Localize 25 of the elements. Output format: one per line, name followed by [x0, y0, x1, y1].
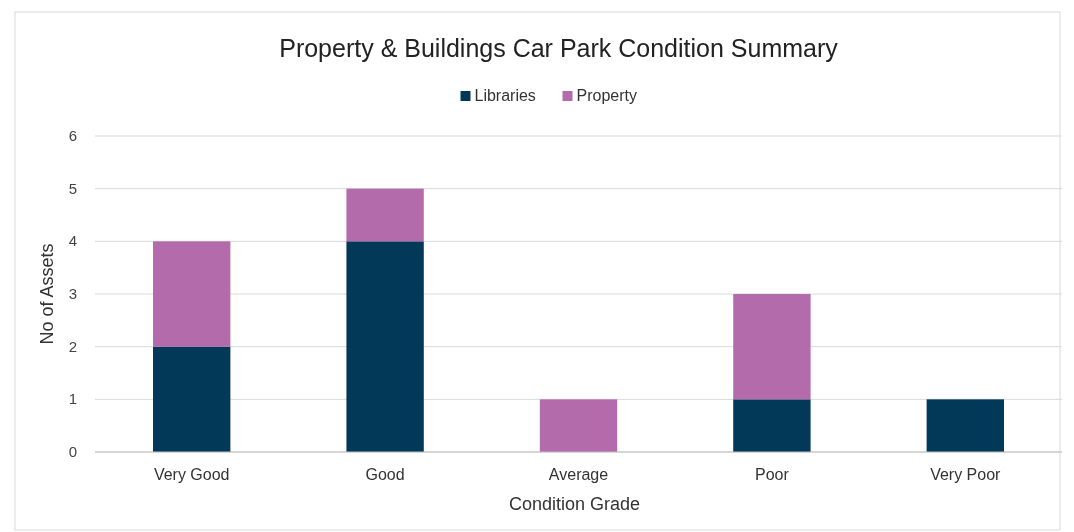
y-tick-label: 1	[68, 390, 77, 408]
x-tick-label: Poor	[755, 466, 790, 483]
bar	[346, 188, 424, 242]
x-tick-label: Very Poor	[930, 466, 1002, 483]
x-axis-title: Condition Grade	[508, 494, 641, 514]
y-tick-label: 0	[68, 443, 77, 460]
x-tick-label: Very Good	[153, 466, 230, 483]
bar	[733, 294, 811, 400]
y-tick-label: 6	[68, 127, 77, 144]
y-tick-label: 3	[68, 285, 77, 302]
y-tick-label: 5	[68, 179, 77, 197]
y-axis-title: No of Assets	[37, 243, 57, 345]
bar	[346, 241, 424, 452]
chart-title: Property & Buildings Car Park Condition Summary	[279, 34, 839, 62]
legend-label: Property	[576, 87, 637, 104]
bar	[153, 241, 231, 347]
y-tick-label: 4	[68, 232, 77, 250]
bar	[539, 399, 618, 452]
bar	[733, 399, 811, 452]
x-tick-label: Average	[548, 466, 609, 483]
legend-label: Libraries	[474, 87, 536, 104]
bar	[926, 399, 1004, 452]
y-tick-label: 2	[68, 337, 77, 355]
bar	[153, 346, 231, 452]
x-tick-label: Good	[365, 466, 405, 483]
